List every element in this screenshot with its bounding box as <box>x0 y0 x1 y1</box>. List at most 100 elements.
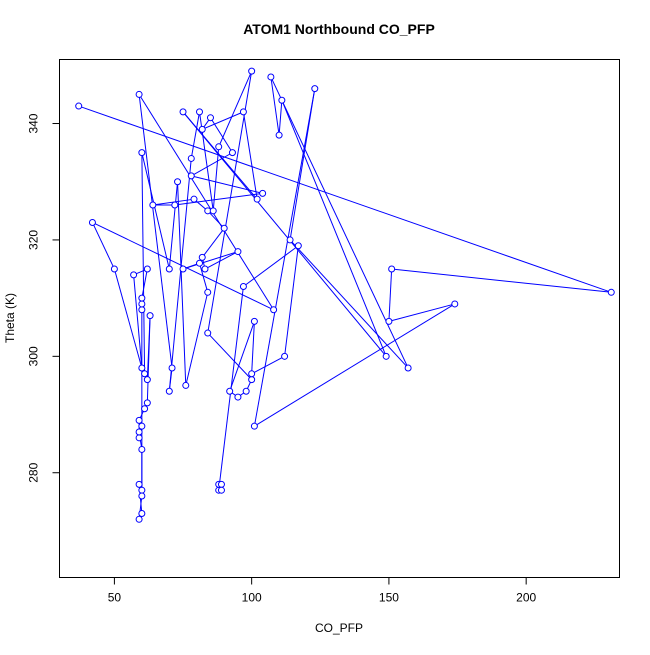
data-point <box>190 195 198 203</box>
series-line-segment <box>138 94 173 369</box>
y-tick-label: 340 <box>27 113 41 133</box>
data-point <box>171 201 179 209</box>
series-line-segment <box>388 269 393 322</box>
data-point <box>217 486 225 494</box>
data-point <box>143 265 151 273</box>
series-line-segment <box>199 263 209 293</box>
series-lines <box>78 70 612 520</box>
data-point <box>281 352 289 360</box>
series-line-segment <box>191 175 263 194</box>
series-line-segment <box>212 146 220 211</box>
data-point <box>451 300 459 308</box>
data-point <box>138 486 146 494</box>
data-point <box>217 480 225 488</box>
series-line-segment <box>201 227 225 258</box>
data-point <box>138 300 146 308</box>
data-point <box>135 416 143 424</box>
data-point <box>146 312 154 320</box>
data-point <box>253 195 261 203</box>
data-point <box>135 90 143 98</box>
data-point <box>239 282 247 290</box>
series-line-segment <box>388 303 455 322</box>
y-axis: 280 300 320 340 <box>27 113 60 483</box>
data-point <box>130 271 138 279</box>
series-line-segment <box>242 111 258 200</box>
data-point <box>607 288 615 296</box>
series-line-segment <box>229 321 255 392</box>
series-line-segment <box>177 181 187 386</box>
x-tick-label: 100 <box>242 591 262 605</box>
series-line-segment <box>278 100 283 136</box>
series-line-segment <box>254 303 456 427</box>
data-point <box>138 492 146 500</box>
data-point <box>278 96 286 104</box>
data-point <box>228 149 236 157</box>
series-line-segment <box>91 222 115 270</box>
data-point <box>248 370 256 378</box>
data-point <box>179 108 187 116</box>
series-line-segment <box>251 355 285 375</box>
data-point <box>270 306 278 314</box>
data-point <box>220 224 228 232</box>
data-point <box>135 480 143 488</box>
data-point <box>234 248 242 256</box>
x-axis-label: CO_PFP <box>315 621 363 635</box>
data-point <box>388 265 396 273</box>
data-point <box>187 154 195 162</box>
series-line-segment <box>141 268 148 299</box>
y-tick-label: 280 <box>27 462 41 482</box>
data-point <box>141 370 149 378</box>
series-line-segment <box>168 158 192 392</box>
data-point <box>88 218 96 226</box>
series-line-segment <box>141 152 146 374</box>
data-point <box>196 108 203 116</box>
data-point <box>198 125 206 133</box>
series-line-segment <box>138 94 275 311</box>
data-point <box>201 265 209 273</box>
data-point <box>135 428 143 436</box>
series-line-segment <box>289 88 316 241</box>
series-line-segment <box>207 332 253 380</box>
data-point <box>196 259 203 267</box>
data-point <box>286 236 294 244</box>
x-tick-label: 50 <box>108 591 122 605</box>
series-line-segment <box>202 111 244 130</box>
data-point <box>141 405 149 413</box>
data-point <box>250 422 258 430</box>
data-point <box>138 509 146 517</box>
data-point <box>250 317 258 325</box>
data-point <box>138 364 146 372</box>
series-line-segment <box>190 111 200 159</box>
data-point <box>143 376 151 384</box>
data-point <box>259 189 267 197</box>
data-point <box>242 387 250 395</box>
data-point <box>187 172 195 180</box>
series-line-segment <box>281 100 387 357</box>
data-point <box>110 265 118 273</box>
series-line-segment <box>141 152 170 270</box>
data-point <box>165 265 173 273</box>
data-point <box>204 329 212 337</box>
data-point <box>294 242 302 250</box>
data-point <box>234 393 242 401</box>
x-tick-label: 150 <box>379 591 399 605</box>
data-point <box>75 102 83 110</box>
series-line-segment <box>133 274 143 369</box>
data-point <box>182 381 190 389</box>
series-line-segment <box>185 292 209 386</box>
series-line-segment <box>251 321 255 374</box>
series-line-segment <box>270 76 280 136</box>
data-point <box>135 434 143 442</box>
data-point <box>198 253 206 261</box>
x-tick-label: 200 <box>516 591 536 605</box>
data-point <box>165 387 173 395</box>
x-axis: 50 100 150 200 <box>108 577 536 605</box>
data-point <box>138 149 146 157</box>
y-axis-label: Theta (K) <box>3 293 17 343</box>
data-point <box>204 288 212 296</box>
data-point <box>143 399 151 407</box>
series-line-segment <box>284 245 299 357</box>
